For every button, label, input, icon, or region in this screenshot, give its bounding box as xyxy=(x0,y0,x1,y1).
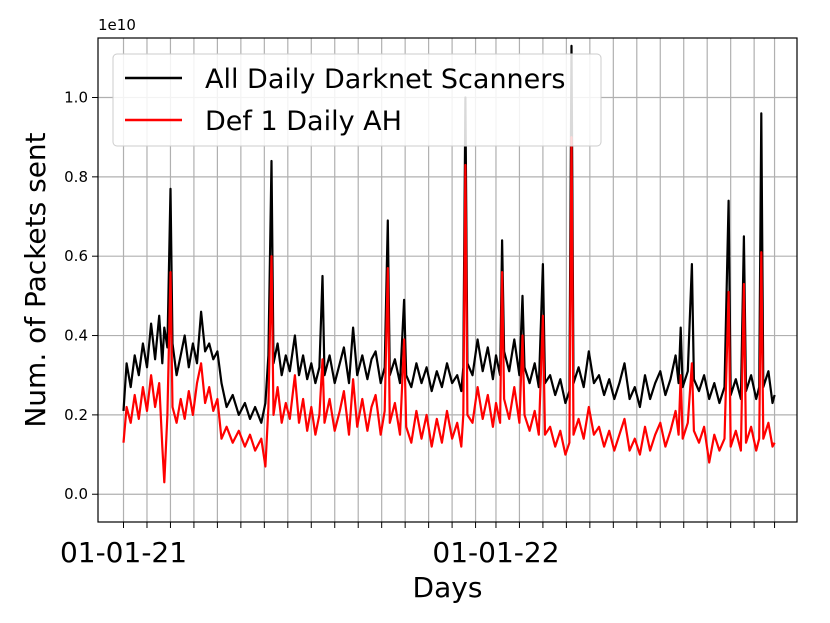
legend: All Daily Darknet Scanners Def 1 Daily A… xyxy=(112,53,602,147)
series-line-all-scanners xyxy=(122,44,776,424)
series-line-def1-ah xyxy=(122,136,776,484)
legend-label-all-scanners: All Daily Darknet Scanners xyxy=(205,64,565,95)
y-tick-label: 1.0 xyxy=(64,89,88,107)
x-axis-label: Days xyxy=(413,571,483,604)
y-axis-offset-label: 1e10 xyxy=(98,16,136,34)
axis-ticks: 0.0 0.2 0.4 0.6 0.8 1.0 01-01-21 01-01-22 xyxy=(60,89,776,569)
y-tick-label: 0.2 xyxy=(64,406,88,424)
x-tick-label: 01-01-21 xyxy=(60,536,187,569)
x-tick-label: 01-01-22 xyxy=(432,536,559,569)
y-tick-label: 0.0 xyxy=(64,485,88,503)
y-axis-label: Num. of Packets sent xyxy=(19,132,52,427)
y-tick-label: 0.8 xyxy=(64,168,88,186)
legend-label-def1-ah: Def 1 Daily AH xyxy=(205,106,402,137)
y-tick-label: 0.6 xyxy=(64,247,88,265)
y-tick-label: 0.4 xyxy=(64,327,88,345)
series-lines xyxy=(122,44,776,484)
legend-box xyxy=(112,53,602,147)
plot-area-frame xyxy=(97,37,798,523)
